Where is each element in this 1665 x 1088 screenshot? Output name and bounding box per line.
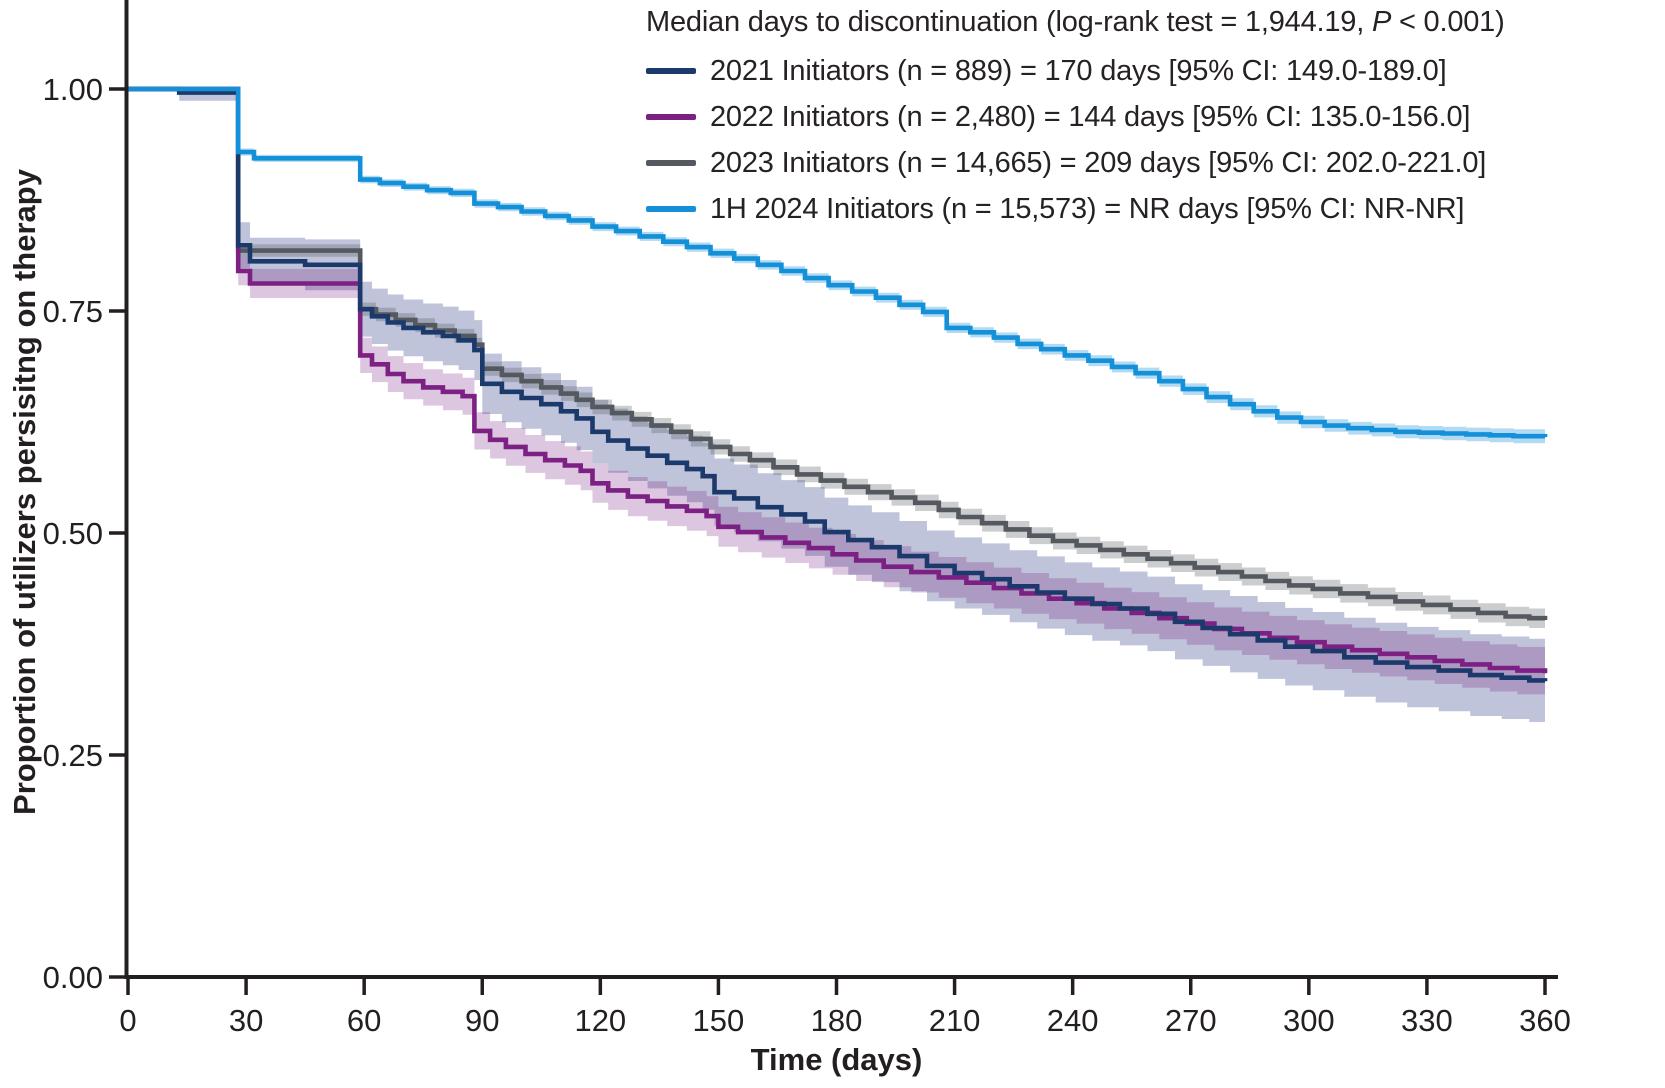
survival-curve-initiators_2022 — [128, 86, 1548, 674]
legend-item-2022: 2022 Initiators (n = 2,480) = 144 days [… — [646, 94, 1486, 140]
x-tick-label: 360 — [1519, 1003, 1571, 1038]
x-tick-label: 330 — [1401, 1003, 1453, 1038]
ci-band-initiators_2021 — [128, 89, 1545, 723]
survival-curve-initiators_1h_2024 — [128, 86, 1548, 439]
x-tick-label: 150 — [693, 1003, 745, 1038]
x-tick-label: 90 — [465, 1003, 499, 1038]
legend-label-2022: 2022 Initiators (n = 2,480) = 144 days [… — [710, 100, 1471, 133]
x-tick-label: 30 — [229, 1003, 263, 1038]
legend-swatch-2022 — [646, 114, 696, 120]
y-tick-label: 0.25 — [43, 738, 103, 773]
y-tick-label: 1.00 — [43, 72, 103, 107]
chart-title-pvalue-symbol: P — [1371, 6, 1392, 38]
x-tick-label: 0 — [119, 1003, 136, 1038]
legend-swatch-2023 — [646, 160, 696, 166]
ci-band-initiators_2022 — [128, 89, 1545, 698]
y-axis-label: Proportion of utilizers persisitng on th… — [7, 169, 42, 815]
x-tick-label: 270 — [1165, 1003, 1217, 1038]
y-tick-label: 0.00 — [43, 960, 103, 995]
legend-item-2023: 2023 Initiators (n = 14,665) = 209 days … — [646, 140, 1486, 186]
x-tick-label: 300 — [1283, 1003, 1335, 1038]
x-tick-label: 240 — [1047, 1003, 1099, 1038]
legend-label-2023: 2023 Initiators (n = 14,665) = 209 days … — [710, 146, 1487, 179]
x-tick-label: 180 — [811, 1003, 863, 1038]
legend-label-1h-2024: 1H 2024 Initiators (n = 15,573) = NR day… — [710, 192, 1465, 225]
x-tick-label: 210 — [929, 1003, 981, 1038]
legend-item-2021: 2021 Initiators (n = 889) = 170 days [95… — [646, 48, 1486, 94]
survival-curve-initiators_2023 — [128, 86, 1548, 621]
chart-title: Median days to discontinuation (log-rank… — [646, 6, 1665, 39]
legend: 2021 Initiators (n = 889) = 170 days [95… — [646, 48, 1486, 232]
chart-title-prefix: Median days to discontinuation (log-rank… — [646, 6, 1372, 38]
chart-title-suffix: < 0.001) — [1391, 6, 1505, 38]
x-axis-label: Time (days) — [750, 1042, 923, 1077]
survival-curve-initiators_2021 — [128, 86, 1548, 683]
legend-label-2021: 2021 Initiators (n = 889) = 170 days [95… — [710, 54, 1447, 87]
legend-item-1h-2024: 1H 2024 Initiators (n = 15,573) = NR day… — [646, 186, 1486, 232]
y-tick-label: 0.75 — [43, 294, 103, 329]
x-tick-label: 120 — [574, 1003, 626, 1038]
y-tick-label: 0.50 — [43, 516, 103, 551]
legend-swatch-1h-2024 — [646, 206, 696, 212]
legend-swatch-2021 — [646, 68, 696, 74]
x-tick-label: 60 — [347, 1003, 381, 1038]
